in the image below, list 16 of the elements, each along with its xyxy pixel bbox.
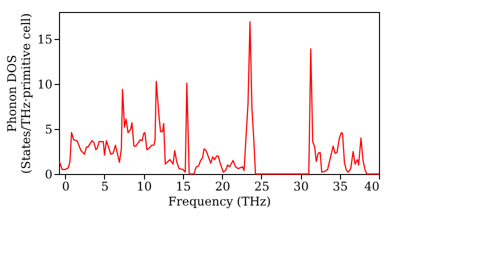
y-axis-title: Phonon DOS (States/THz·primitive cell)	[5, 13, 34, 174]
x-tick-label: 25	[254, 180, 270, 194]
y-tick-label: 15	[37, 32, 52, 46]
y-tick-label: 0	[44, 168, 52, 182]
x-tick-label: 30	[293, 180, 309, 194]
x-tick-label: 10	[136, 180, 152, 194]
line-series	[58, 21, 380, 175]
x-tick-label: 0	[62, 180, 70, 194]
x-tick-label: 5	[101, 180, 109, 194]
x-tick-label: 20	[214, 180, 230, 194]
y-tick-label: 10	[37, 78, 52, 92]
x-tick-label: 15	[176, 180, 192, 194]
x-tick-label: 40	[364, 180, 380, 194]
x-tick-label: 35	[332, 180, 348, 194]
x-axis-title: Frequency (THz)	[168, 194, 271, 208]
y-tick-label: 5	[44, 122, 52, 136]
